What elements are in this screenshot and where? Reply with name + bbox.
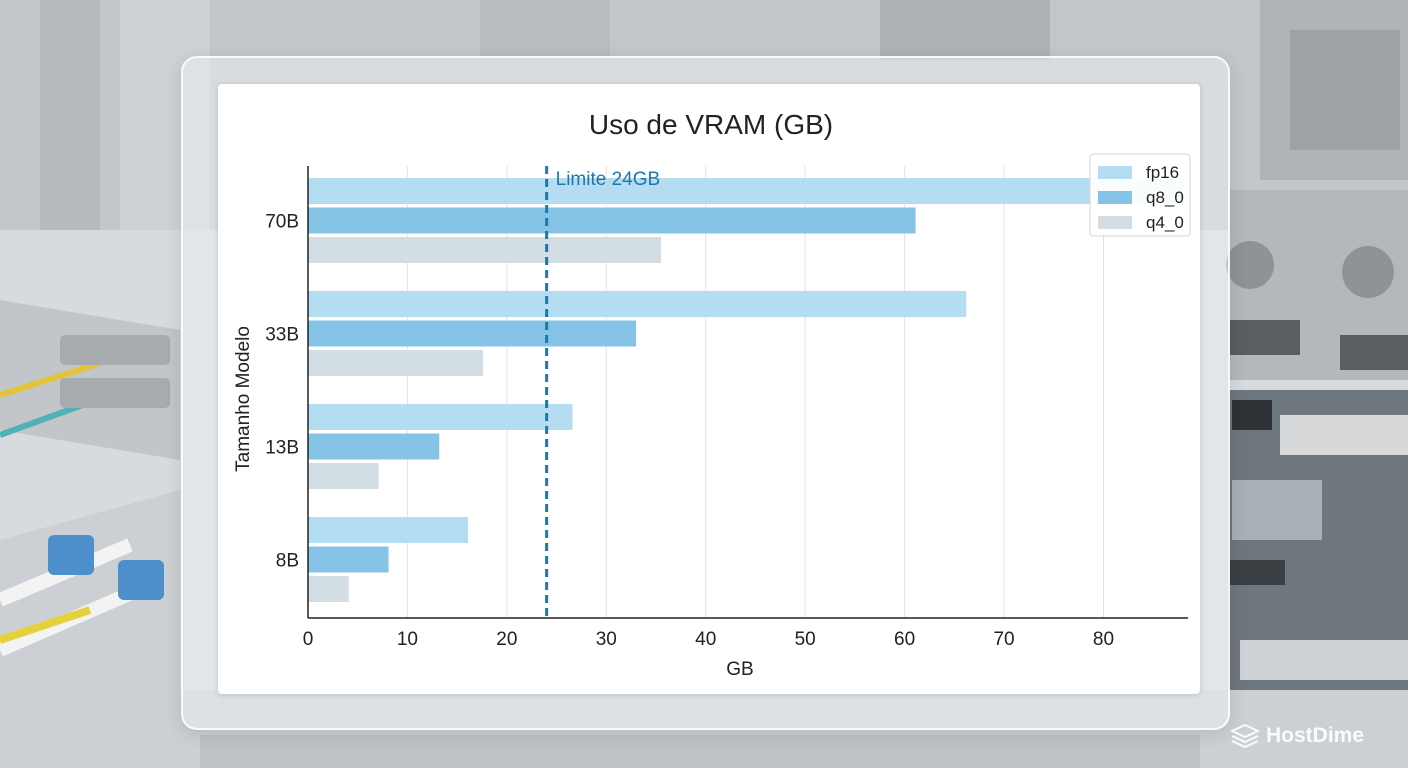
chart-title: Uso de VRAM (GB) [589, 109, 833, 140]
y-tick-label: 13B [265, 438, 299, 459]
bar-fp16-13B [308, 404, 573, 430]
legend-label-fp16: fp16 [1146, 163, 1179, 182]
x-tick-label: 40 [695, 629, 716, 650]
x-tick-label: 20 [496, 629, 517, 650]
legend-label-q4_0: q4_0 [1146, 213, 1184, 232]
bars [308, 178, 1188, 602]
bar-q8_0-13B [308, 433, 440, 460]
x-tick-label: 30 [596, 629, 617, 650]
axes: 0 10 20 30 40 50 60 70 80 70B 33B 13B 8B [265, 166, 1188, 650]
x-tick-label: 60 [894, 629, 915, 650]
limit-line-label: Limite 24GB [556, 169, 661, 190]
annotations: Limite 24GB [545, 166, 661, 618]
bar-q4_0-13B [308, 463, 379, 489]
y-tick-label: 8B [276, 551, 299, 572]
bar-fp16-70B [308, 178, 1188, 204]
vram-bar-chart: Uso de VRAM (GB) 0 10 20 30 40 50 60 70 80 70B 33B… [233, 109, 1191, 680]
x-tick-label: 70 [993, 629, 1014, 650]
legend-label-q8_0: q8_0 [1146, 188, 1184, 207]
legend: fp16 q8_0 q4_0 [1089, 153, 1191, 237]
bar-q4_0-70B [308, 237, 661, 263]
bar-fp16-33B [308, 291, 967, 317]
legend-swatch-fp16 [1098, 166, 1132, 179]
y-tick-label: 33B [265, 325, 299, 346]
legend-swatch-q4_0 [1098, 216, 1132, 229]
y-tick-label: 70B [265, 212, 299, 233]
grid-lines [406, 166, 1104, 618]
bar-q8_0-33B [308, 320, 637, 347]
x-tick-label: 0 [303, 629, 314, 650]
brand-logo: HostDime [1230, 722, 1364, 750]
x-tick-label: 10 [397, 629, 418, 650]
bar-q4_0-33B [308, 350, 484, 376]
legend-swatch-q8_0 [1098, 191, 1132, 204]
bar-fp16-8B [308, 517, 469, 543]
bar-q8_0-8B [308, 546, 389, 573]
brand-name: HostDime [1266, 724, 1365, 747]
x-axis-label: GB [726, 659, 753, 680]
hostdime-logo-icon [1230, 723, 1260, 749]
chart-panel: Uso de VRAM (GB) 0 10 20 30 40 50 60 70 80 70B 33B… [218, 84, 1200, 694]
bar-q4_0-8B [308, 576, 349, 602]
x-tick-label: 50 [795, 629, 816, 650]
bar-q8_0-70B [308, 207, 916, 234]
y-axis-label: Tamanho Modelo [233, 326, 254, 472]
x-tick-label: 80 [1093, 629, 1114, 650]
